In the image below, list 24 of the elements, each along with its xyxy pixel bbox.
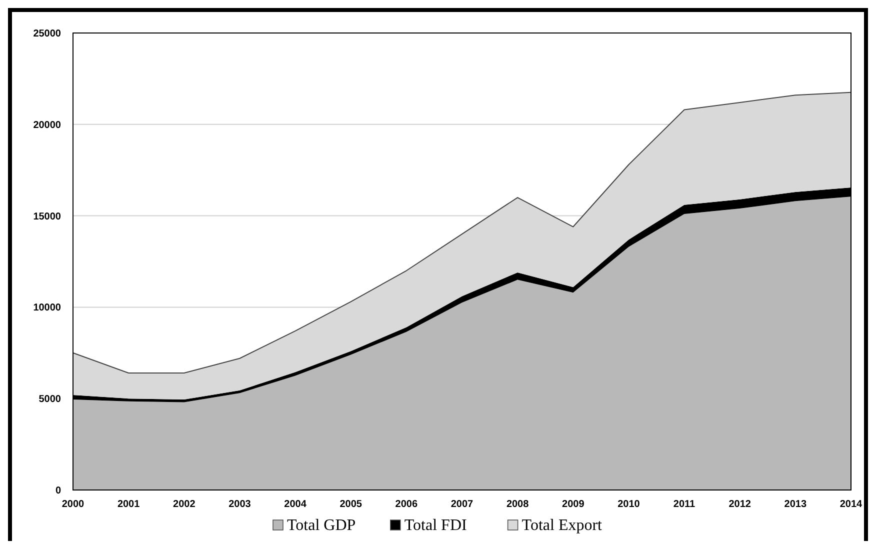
- x-tick-label: 2000: [62, 499, 85, 510]
- y-tick-label: 0: [55, 486, 62, 496]
- x-tick-label: 2004: [284, 499, 307, 510]
- x-tick-label: 2007: [450, 499, 474, 510]
- y-tick-label: 25000: [33, 28, 62, 40]
- x-tick-label: 2008: [506, 499, 530, 510]
- y-tick-label: 10000: [33, 302, 62, 314]
- y-tick-label: 20000: [33, 120, 62, 131]
- x-tick-label: 2014: [840, 499, 863, 510]
- legend-label: Total GDP: [287, 517, 356, 534]
- legend-label: Total FDI: [404, 517, 467, 534]
- y-tick-label: 5000: [38, 394, 62, 406]
- x-tick-label: 2013: [784, 499, 807, 510]
- x-tick-label: 2001: [117, 499, 140, 510]
- x-tick-label: 2010: [618, 499, 640, 510]
- x-tick-label: 2011: [673, 499, 696, 510]
- y-tick-label: 15000: [33, 211, 62, 222]
- x-tick-label: 2009: [562, 499, 585, 510]
- x-tick-label: 2012: [728, 499, 752, 510]
- x-tick-label: 2006: [395, 499, 418, 510]
- x-tick-label: 2003: [228, 499, 252, 510]
- x-tick-label: 2005: [340, 499, 362, 510]
- legend-label: Total Export: [522, 517, 603, 534]
- x-tick-label: 2002: [173, 499, 196, 510]
